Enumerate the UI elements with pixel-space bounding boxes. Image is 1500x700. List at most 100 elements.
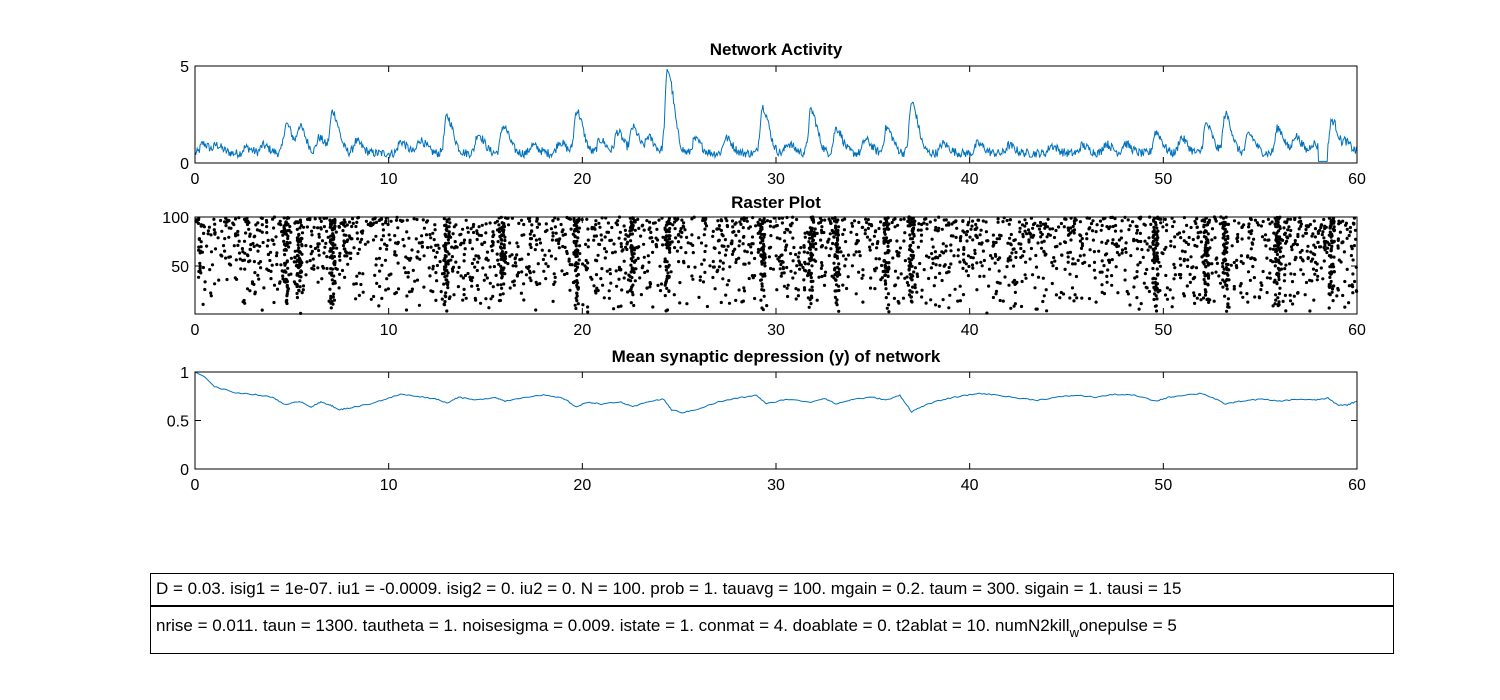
- raster-spike: [319, 227, 323, 231]
- raster-spike: [938, 271, 942, 275]
- raster-spike: [998, 281, 1002, 285]
- raster-spike: [913, 286, 917, 290]
- raster-spike: [717, 227, 721, 231]
- raster-spike: [375, 281, 379, 285]
- raster-spike: [681, 224, 685, 228]
- raster-spike: [815, 298, 819, 302]
- raster-spike: [1301, 259, 1305, 263]
- raster-spike: [1153, 280, 1157, 285]
- raster-spike: [1210, 271, 1214, 275]
- raster-spike: [861, 225, 865, 229]
- raster-spike: [760, 239, 764, 243]
- raster-spike: [574, 268, 578, 272]
- raster-spike: [1319, 266, 1323, 270]
- raster-spike: [1158, 264, 1162, 268]
- raster-spike: [786, 294, 790, 299]
- raster-spike: [248, 234, 252, 238]
- raster-spike: [1001, 220, 1005, 224]
- raster-spike: [1041, 222, 1045, 226]
- raster-spike: [897, 251, 901, 255]
- raster-spike: [919, 233, 924, 237]
- raster-spike: [1202, 262, 1206, 266]
- raster-spike: [213, 282, 217, 286]
- raster-spike: [495, 252, 499, 256]
- raster-spike: [1332, 255, 1336, 259]
- raster-spike: [636, 217, 640, 221]
- raster-spike: [1226, 305, 1230, 309]
- raster-spike: [506, 223, 511, 227]
- raster-spike: [530, 229, 534, 233]
- raster-spike: [883, 282, 888, 286]
- raster-spike: [734, 298, 738, 302]
- raster-spike: [998, 298, 1002, 303]
- raster-spike: [728, 265, 732, 269]
- raster-spike: [1281, 299, 1285, 303]
- raster-spike: [737, 256, 741, 260]
- raster-spike: [394, 291, 398, 295]
- raster-spike: [996, 220, 1000, 224]
- raster-spike: [918, 261, 922, 266]
- raster-spike: [1277, 258, 1281, 262]
- raster-spike: [887, 267, 891, 271]
- raster-spike: [431, 231, 435, 235]
- raster-spike: [568, 288, 572, 292]
- raster-spike: [747, 261, 751, 265]
- raster-spike: [1214, 257, 1218, 261]
- raster-spike: [1338, 230, 1342, 234]
- raster-spike: [1154, 277, 1158, 281]
- raster-spike: [769, 266, 773, 271]
- raster-spike: [715, 270, 719, 274]
- raster-spike: [511, 264, 515, 268]
- raster-spike: [759, 298, 763, 302]
- raster-spike: [637, 245, 641, 249]
- raster-spike: [1154, 309, 1159, 313]
- raster-spike: [835, 241, 839, 245]
- raster-spike: [1103, 253, 1108, 257]
- raster-spike: [711, 234, 715, 238]
- raster-spike: [596, 253, 600, 257]
- raster-spike: [802, 245, 806, 249]
- raster-spike: [724, 293, 728, 297]
- raster-spike: [342, 239, 346, 243]
- raster-spike: [295, 220, 300, 224]
- raster-spike: [1005, 265, 1009, 269]
- raster-spike: [1290, 248, 1294, 252]
- raster-spike: [406, 257, 410, 261]
- raster-spike: [1132, 239, 1136, 243]
- raster-spike: [272, 300, 276, 305]
- raster-spike: [198, 249, 203, 253]
- raster-spike: [540, 248, 544, 252]
- raster-spike: [834, 218, 838, 222]
- raster-spike: [446, 241, 451, 245]
- raster-spike: [892, 296, 897, 300]
- raster-spike: [232, 244, 236, 248]
- raster-spike: [913, 266, 918, 270]
- raster-spike: [569, 227, 573, 231]
- raster-spike: [305, 260, 309, 264]
- raster-spike: [491, 294, 495, 298]
- raster-spike: [484, 231, 488, 235]
- raster-spike: [1203, 282, 1207, 286]
- raster-spike: [1100, 283, 1104, 287]
- raster-spike: [961, 293, 966, 297]
- raster-spike: [882, 236, 886, 240]
- raster-spike: [767, 246, 772, 250]
- raster-spike: [212, 217, 216, 221]
- raster-spike: [820, 225, 824, 229]
- raster-spike: [1139, 302, 1143, 306]
- raster-spike: [517, 221, 521, 225]
- raster-spike: [809, 276, 813, 280]
- x-tick-label: 30: [767, 171, 785, 188]
- raster-spike: [993, 261, 997, 265]
- raster-spike: [1100, 240, 1104, 244]
- raster-spike: [341, 244, 346, 248]
- raster-spike: [1205, 297, 1209, 302]
- raster-spike: [950, 222, 954, 226]
- raster-spike: [1213, 217, 1217, 221]
- raster-spike: [1071, 257, 1075, 261]
- raster-spike: [440, 297, 444, 301]
- raster-spike: [470, 284, 474, 288]
- raster-spike: [443, 300, 447, 304]
- raster-spike: [791, 276, 795, 280]
- raster-spike: [443, 247, 448, 252]
